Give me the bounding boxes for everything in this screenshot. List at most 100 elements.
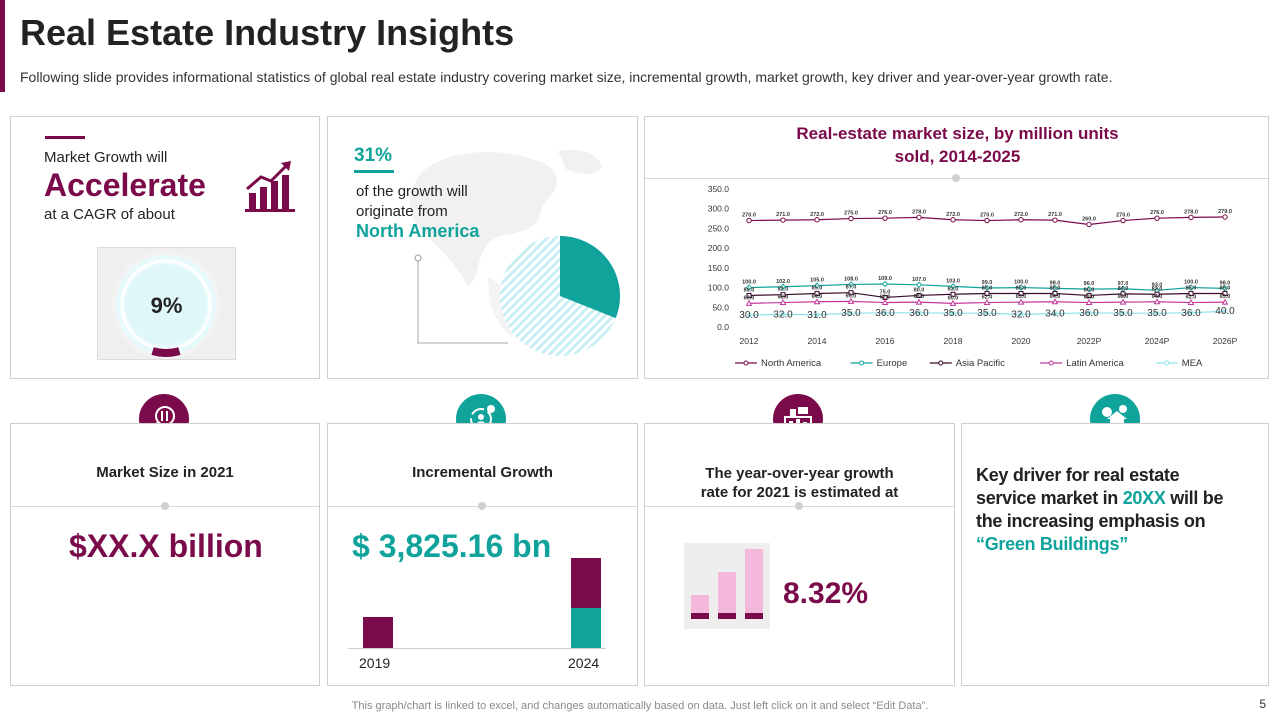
data-point [1153, 298, 1161, 305]
data-point [745, 284, 753, 291]
data-point [1051, 298, 1059, 305]
data-label: 35.0 [1147, 308, 1167, 319]
y-tick-label: 250.0 [708, 223, 730, 233]
x-tick-label: 2022P [1077, 336, 1102, 346]
na-percent-underline [354, 170, 394, 173]
data-label: 272.0 [946, 212, 960, 218]
incremental-card: Incremental Growth $ 3,825.16 bn 2019 20… [327, 423, 638, 686]
data-point [1018, 290, 1024, 296]
data-point [813, 298, 821, 305]
data-point [950, 217, 956, 223]
data-label: 82.0 [778, 287, 789, 293]
data-point [780, 312, 786, 317]
data-label: 87.0 [846, 285, 857, 291]
data-point [1119, 285, 1127, 292]
data-point [848, 290, 854, 296]
data-point [814, 290, 820, 296]
na-percent: 31% [354, 145, 393, 166]
yoy-label-line2: rate for 2021 is estimated at [700, 484, 899, 501]
data-point [984, 290, 990, 296]
data-point [1154, 291, 1160, 297]
y-tick-label: 350.0 [708, 184, 730, 194]
legend-marker [1048, 360, 1054, 366]
data-label: 32.0 [773, 309, 793, 320]
data-label: 85.0 [1016, 285, 1027, 291]
yoy-dot [795, 502, 803, 510]
data-label: 35.0 [943, 308, 963, 319]
data-label: 36.0 [1079, 308, 1099, 319]
data-point [915, 281, 923, 289]
yoy-bar-3 [745, 549, 763, 619]
data-point [1188, 290, 1194, 296]
data-label: 270.0 [1116, 213, 1130, 219]
data-label: 85.0 [1186, 285, 1197, 291]
bar-2024-top [571, 558, 601, 608]
data-point [916, 214, 922, 221]
data-point [983, 284, 991, 292]
page-title: Real Estate Industry Insights [20, 12, 515, 53]
market-size-card: Market Size in 2021 $XX.X billion [10, 423, 320, 686]
y-tick-label: 100.0 [708, 283, 730, 293]
data-label: 64.0 [812, 294, 823, 300]
market-size-label: Market Size in 2021 [96, 464, 234, 481]
data-label: 35.0 [977, 308, 997, 319]
data-point [1051, 285, 1059, 292]
data-point [1086, 221, 1092, 228]
data-point [848, 310, 854, 316]
data-point [1221, 285, 1229, 292]
legend-label: Asia Pacific [956, 358, 1005, 369]
data-label: 260.0 [1082, 216, 1096, 222]
data-label: 85.0 [982, 285, 993, 291]
driver-line2: service market in 20XX will be [976, 487, 1266, 510]
data-label: 60.0 [744, 295, 755, 301]
accent-bar [0, 0, 5, 92]
driver-line2b: will be [1165, 488, 1224, 508]
north-america-card: 31% of the growth will originate from No… [327, 116, 638, 379]
chart-title-line2: sold, 2014-2025 [894, 147, 1021, 166]
key-driver-card: Key driver for real estate service marke… [961, 423, 1269, 686]
data-label: 272.0 [1014, 212, 1028, 218]
driver-line1: Key driver for real estate [976, 465, 1180, 485]
yoy-bars-panel [684, 543, 770, 629]
data-point [984, 217, 990, 224]
data-point [950, 291, 956, 297]
data-label: 109.0 [878, 276, 892, 282]
data-label: 278.0 [912, 209, 926, 215]
data-label: 64.0 [1152, 294, 1163, 300]
na-pie [500, 236, 620, 356]
data-point [882, 310, 888, 316]
data-point [780, 292, 786, 298]
yoy-label: The year-over-year growth rate for 2021 … [645, 464, 954, 502]
x-tick-label: 2016 [876, 336, 895, 346]
data-point [916, 310, 922, 316]
data-label: 97.0 [1118, 281, 1129, 287]
driver-line3: the increasing emphasis on [976, 511, 1206, 531]
data-point [1052, 311, 1058, 316]
data-label: 276.0 [1150, 210, 1164, 216]
data-point [1154, 215, 1160, 221]
growth-accent-rule [45, 136, 85, 139]
data-point [1119, 298, 1127, 305]
data-label: 63.0 [1118, 294, 1129, 300]
y-tick-label: 300.0 [708, 204, 730, 214]
data-label: 63.0 [914, 294, 925, 300]
na-pie-slice [560, 236, 620, 319]
data-label: 83.0 [948, 286, 959, 292]
data-label: 105.0 [810, 278, 824, 284]
page-number: 5 [1259, 697, 1266, 711]
footer-note: This graph/chart is linked to excel, and… [351, 700, 929, 712]
legend-marker [859, 360, 865, 366]
y-tick-label: 0.0 [717, 322, 729, 332]
yoy-bar-2 [718, 572, 736, 619]
year-2019-label: 2019 [359, 655, 391, 671]
market-size-dot [161, 502, 169, 510]
x-tick-label: 2012 [740, 336, 759, 346]
data-point [746, 312, 752, 318]
x-tick-label: 2026P [1213, 336, 1238, 346]
data-label: 83.0 [1152, 286, 1163, 292]
data-label: 93.0 [1152, 282, 1163, 288]
driver-highlight: “Green Buildings” [976, 534, 1128, 554]
data-point [1221, 298, 1229, 305]
data-point [1188, 310, 1194, 316]
data-label: 35.0 [1113, 308, 1133, 319]
